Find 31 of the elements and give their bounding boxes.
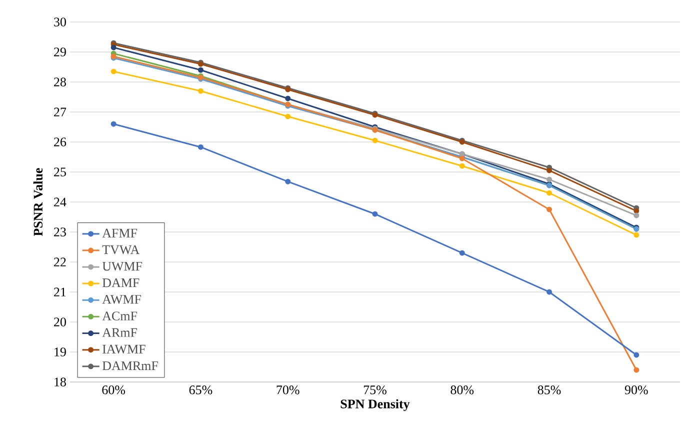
x-tick-label: 80% [450,386,474,394]
legend-label: IAWMF [102,344,146,354]
y-axis-title: PSNR Value [33,168,43,236]
y-tick-label: 22 [54,258,66,266]
legend-label: TVWA [102,245,140,254]
y-tick-label: 25 [54,168,66,176]
x-tick-label: 70% [276,386,300,394]
legend-label: ACmF [102,312,138,320]
x-tick-label: 60% [102,386,126,394]
legend-label: UWMF [102,262,142,271]
legend-label: ARmF [102,328,138,337]
y-tick-label: 18 [54,378,66,386]
legend-label: DAMRmF [102,361,158,370]
y-tick-label: 20 [54,318,66,326]
legend-label: AWMF [102,295,142,304]
x-tick-label: 75% [364,386,386,394]
x-tick-label: 65% [189,386,212,394]
x-tick-label: 90% [624,386,648,394]
y-tick-label: 28 [54,78,66,86]
y-tick-label: 26 [54,138,66,146]
x-axis-title: SPN Density [340,399,410,412]
y-tick-label: 29 [54,48,66,56]
legend-label: DAMF [102,278,140,288]
x-tick-label: 85% [538,386,561,394]
y-tick-label: 30 [54,18,66,26]
y-tick-label: 23 [54,228,66,236]
y-tick-label: 21 [54,288,66,296]
y-tick-label: 24 [54,198,66,206]
legend-label: AFMF [102,228,138,238]
y-tick-label: 27 [54,108,66,116]
y-tick-label: 19 [54,348,66,356]
